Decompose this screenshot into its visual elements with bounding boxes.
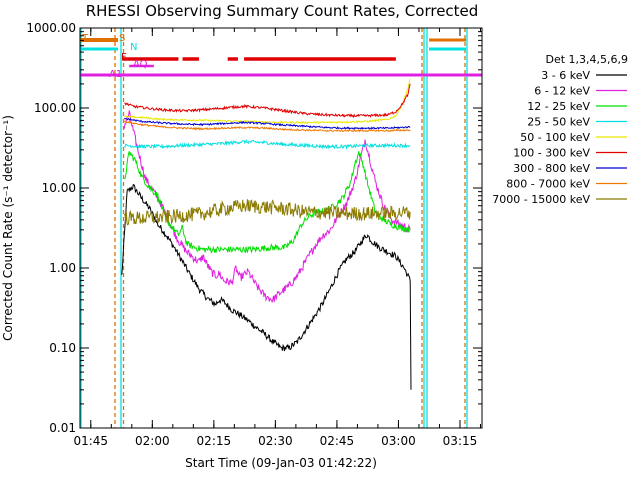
y-tick-label: 1000.00 — [26, 21, 76, 35]
series-line-2 — [124, 151, 411, 254]
x-tick-label: 02:30 — [258, 434, 293, 448]
legend-entry-label: 12 - 25 keV — [527, 100, 590, 113]
y-tick-label: 0.10 — [49, 341, 76, 355]
y-tick-label: 100.00 — [34, 101, 76, 115]
flag-label-f: F — [121, 52, 127, 63]
x-tick-label: 01:45 — [73, 434, 108, 448]
flag-label-s: S — [119, 33, 125, 44]
flag-label-aq: AQ — [133, 59, 148, 70]
y-axis: 0.01 0.10 1.00 10.00 100.00 1000.00 — [26, 21, 482, 435]
legend-entry-label: 6 - 12 keV — [534, 85, 590, 98]
x-tick-label: 03:15 — [443, 434, 478, 448]
legend: Det 1,3,4,5,6,9 3 - 6 keV 6 - 12 keV 12 - … — [492, 53, 628, 206]
legend-entry-label: 3 - 6 keV — [541, 69, 590, 82]
legend-entry-label: 800 - 7000 keV — [506, 178, 590, 191]
series-line-8 — [123, 199, 411, 226]
flag-label-n: N — [130, 42, 137, 53]
y-axis-label: Corrected Count Rate (s⁻¹ detector⁻¹) — [1, 115, 15, 341]
plot-frame — [79, 27, 483, 429]
y-tick-label: 0.01 — [49, 421, 76, 435]
series-line-4 — [124, 78, 411, 125]
series-line-7 — [123, 120, 411, 133]
flag-label-a1: A1 — [109, 69, 122, 80]
legend-entry-label: 100 - 300 keV — [513, 147, 590, 160]
x-tick-label: 02:15 — [197, 434, 232, 448]
chart-title: RHESSI Observing Summary Count Rates, Co… — [86, 2, 479, 20]
y-tick-label: 10.00 — [42, 181, 76, 195]
legend-entry-label: 7000 - 15000 keV — [492, 193, 590, 206]
legend-entry-label: 300 - 800 keV — [513, 162, 590, 175]
series-line-6 — [124, 117, 411, 130]
legend-entry-label: 50 - 100 keV — [520, 131, 590, 144]
legend-entry-label: 25 - 50 keV — [527, 116, 590, 129]
x-tick-label: 03:00 — [381, 434, 416, 448]
y-tick-label: 1.00 — [49, 261, 76, 275]
x-axis: 01:45 02:00 02:15 02:30 02:45 03:00 03:15 — [73, 28, 481, 448]
series-line-3 — [124, 138, 411, 150]
x-axis-label: Start Time (09-Jan-03 01:42:22) — [185, 456, 377, 470]
x-tick-label: 02:45 — [320, 434, 355, 448]
series-line-5 — [124, 83, 411, 119]
x-tick-label: 02:00 — [135, 434, 170, 448]
flag-label-t: T — [81, 33, 89, 44]
legend-title: Det 1,3,4,5,6,9 — [545, 53, 628, 66]
series-line-0 — [121, 183, 412, 390]
